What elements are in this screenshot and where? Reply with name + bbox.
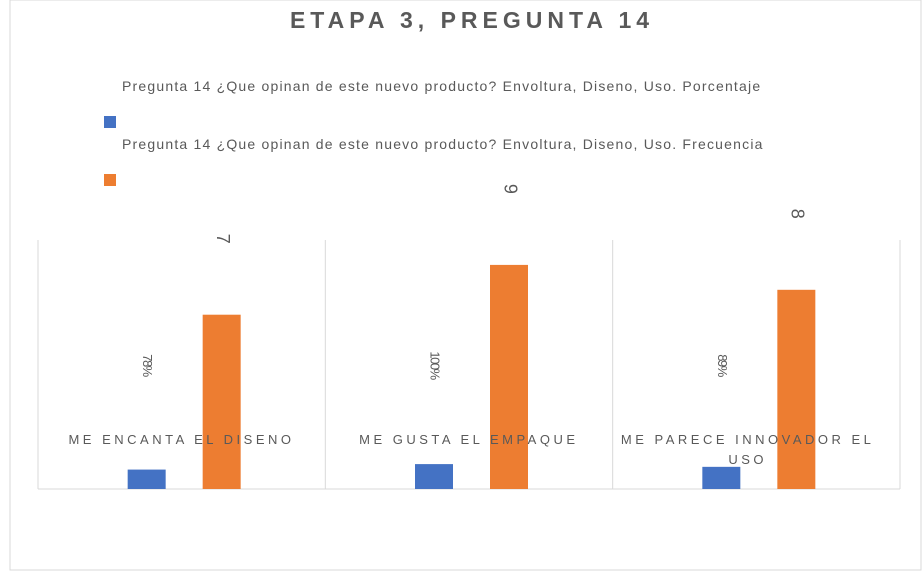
data-label: 78% xyxy=(140,354,155,377)
legend-swatch xyxy=(104,174,116,186)
bar xyxy=(490,264,528,489)
legend-label: Pregunta 14 ¿Que opinan de este nuevo pr… xyxy=(122,136,764,152)
data-label: 9 xyxy=(500,184,520,194)
bar xyxy=(127,469,166,489)
bar xyxy=(202,314,241,489)
data-label: 100% xyxy=(428,351,443,380)
bar xyxy=(415,464,453,489)
data-label: 7 xyxy=(213,234,233,244)
legend-label: Pregunta 14 ¿Que opinan de este nuevo pr… xyxy=(122,78,762,94)
bar xyxy=(702,466,741,489)
x-tick-label: ME GUSTA EL EMPAQUE xyxy=(359,432,579,447)
bar xyxy=(777,289,816,489)
chart-title: ETAPA 3, PREGUNTA 14 xyxy=(290,7,654,33)
legend-swatch xyxy=(104,116,116,128)
data-label: 89% xyxy=(715,354,730,377)
x-tick-label: ME PARECE INNOVADOR EL USO xyxy=(620,432,875,467)
chart-frame xyxy=(9,0,922,571)
data-label: 8 xyxy=(788,209,808,219)
x-tick-label: ME ENCANTA EL DISENO xyxy=(68,432,295,447)
